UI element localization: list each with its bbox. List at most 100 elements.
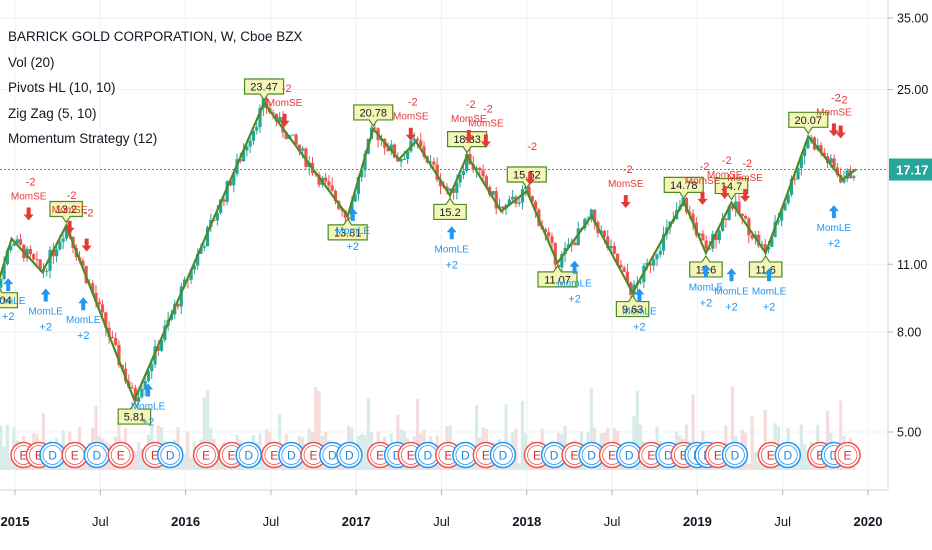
pivot-label-box[interactable] [506, 166, 547, 190]
pivot-label-box[interactable] [49, 200, 83, 224]
candle-body [330, 185, 334, 191]
candle-body [258, 108, 262, 127]
short-arrow-icon [525, 171, 536, 185]
indicator-momentum[interactable]: Momentum Strategy (12) [8, 131, 158, 146]
dividend-marker-icon[interactable] [156, 441, 184, 469]
event-marker-letter: D [587, 449, 596, 463]
long-arrow-icon [347, 208, 358, 222]
candle-body [133, 388, 137, 402]
pivot-label-box[interactable] [714, 177, 749, 201]
event-marker-letter: E [407, 449, 415, 463]
volume-bar [747, 463, 751, 470]
pivot-label-box[interactable] [433, 197, 467, 221]
candle-body [64, 226, 69, 239]
event-marker-letter: E [816, 449, 824, 463]
pivot-label-text: 11.07 [544, 274, 571, 286]
candle-body [458, 175, 462, 183]
candle-body [465, 153, 469, 172]
candle-body [806, 139, 810, 149]
dividend-marker-icon[interactable] [489, 441, 517, 469]
earnings-marker-icon[interactable] [107, 441, 135, 469]
volume-bar [514, 428, 518, 470]
pivot-label-box[interactable] [615, 294, 650, 318]
pivot-label-box[interactable] [327, 217, 368, 241]
candle-body [734, 201, 738, 209]
candle-body [389, 144, 393, 151]
candle-body [104, 312, 108, 328]
indicator-volume[interactable]: Vol (20) [8, 54, 55, 70]
pivot-label-box[interactable] [353, 104, 394, 128]
pivot-label-box[interactable] [788, 111, 829, 135]
pivot-label-box[interactable] [0, 287, 19, 309]
candle-body [701, 233, 705, 241]
pivot-label-box[interactable] [446, 131, 488, 154]
event-marker-letter: D [393, 449, 402, 463]
volume-bar [803, 444, 807, 470]
candle-body [51, 249, 55, 257]
candle-body [511, 196, 515, 200]
candle-body [215, 213, 219, 221]
volume-bar [825, 410, 830, 470]
marker-inner-ring [160, 445, 181, 465]
pivot-label-box[interactable] [117, 401, 152, 425]
indicator-pivots[interactable]: Pivots HL (10, 10) [8, 80, 116, 95]
candle-body [616, 253, 620, 265]
volume-bar [278, 414, 282, 470]
pivot-label-box[interactable] [663, 176, 704, 200]
candle-body [698, 233, 702, 236]
candle-body [655, 254, 659, 260]
volume-bar [41, 413, 46, 470]
short-arrow-icon [719, 186, 730, 200]
event-marker-letter: D [664, 449, 673, 463]
volume-bar [140, 448, 144, 470]
symbol-title[interactable]: BARRICK GOLD CORPORATION, W, Cboe BZX [8, 29, 303, 44]
candle-body [137, 397, 141, 402]
event-marker-letter: E [647, 449, 655, 463]
candle-body [743, 216, 748, 219]
pivot-label-box[interactable] [748, 254, 783, 278]
earnings-marker-icon[interactable] [834, 441, 861, 469]
candle-body [530, 196, 534, 202]
event-marker-letter: E [20, 449, 28, 463]
candle-body [714, 234, 718, 241]
short-signal-qty: -2 [623, 164, 633, 176]
candle-body [589, 209, 593, 219]
candle-body [707, 248, 712, 250]
candle-body [645, 262, 649, 266]
candle-body [117, 344, 121, 365]
candle-body [757, 234, 761, 246]
long-signal-label: MomLE [689, 282, 724, 293]
candle-body [2, 264, 6, 280]
short-arrow-icon [463, 129, 474, 143]
short-signal-qty: -2 [838, 95, 848, 107]
candle-body [219, 199, 223, 214]
long-arrow-icon [143, 383, 154, 397]
dividend-marker-icon[interactable] [721, 441, 749, 469]
candle-body [360, 170, 364, 178]
candle-body [406, 151, 410, 159]
candle-body [317, 174, 321, 185]
long-arrow-icon [3, 278, 14, 292]
candle-body [419, 140, 423, 147]
short-arrow-icon [81, 238, 92, 252]
short-signal-qty: -2 [26, 176, 36, 188]
candle-body [737, 201, 741, 214]
candle-body [32, 254, 36, 260]
pivot-label-box[interactable] [537, 264, 578, 288]
dividend-marker-icon[interactable] [774, 441, 802, 469]
dividend-marker-icon[interactable] [336, 441, 363, 469]
time-tick-label: 2020 [854, 514, 883, 529]
volume-bar [415, 398, 420, 470]
candle-body [271, 112, 275, 114]
candle-body [25, 248, 29, 259]
pivot-label-box[interactable] [243, 78, 285, 102]
indicator-zigzag[interactable]: Zig Zag (5, 10) [8, 105, 97, 121]
event-marker-letter: E [202, 449, 210, 463]
candle-body [803, 148, 807, 157]
candle-body [327, 181, 331, 186]
event-marker-letter: D [345, 449, 354, 463]
short-arrow-icon [480, 134, 491, 148]
long-signal-label: MomLE [28, 307, 63, 318]
marker-inner-ring [493, 445, 513, 465]
